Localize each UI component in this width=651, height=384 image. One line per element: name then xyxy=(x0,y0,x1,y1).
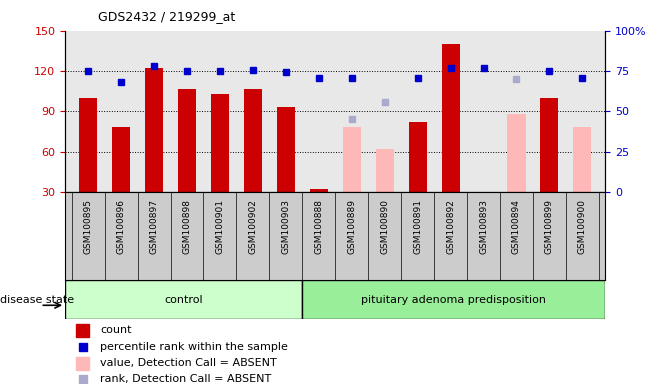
Text: GSM100888: GSM100888 xyxy=(314,199,324,254)
Bar xyxy=(310,189,328,192)
Text: control: control xyxy=(165,295,203,305)
Bar xyxy=(211,94,229,192)
Bar xyxy=(277,107,295,192)
Bar xyxy=(76,324,89,337)
Text: GSM100903: GSM100903 xyxy=(281,199,290,254)
Bar xyxy=(145,68,163,192)
Bar xyxy=(76,324,89,337)
FancyBboxPatch shape xyxy=(65,280,302,319)
Bar xyxy=(76,357,89,370)
Text: GSM100899: GSM100899 xyxy=(545,199,554,254)
Bar xyxy=(178,89,196,192)
Bar xyxy=(376,149,394,192)
Bar xyxy=(244,89,262,192)
Bar xyxy=(540,98,559,192)
Text: GSM100902: GSM100902 xyxy=(249,199,257,254)
Text: GSM100901: GSM100901 xyxy=(215,199,225,254)
Text: GSM100892: GSM100892 xyxy=(446,199,455,254)
Bar xyxy=(441,44,460,192)
Text: GSM100895: GSM100895 xyxy=(84,199,92,254)
Bar xyxy=(507,114,525,192)
Bar xyxy=(112,127,130,192)
Text: value, Detection Call = ABSENT: value, Detection Call = ABSENT xyxy=(100,358,277,368)
Bar xyxy=(342,127,361,192)
Bar xyxy=(409,122,426,192)
Text: GSM100893: GSM100893 xyxy=(479,199,488,254)
Text: GSM100894: GSM100894 xyxy=(512,199,521,254)
Text: GSM100889: GSM100889 xyxy=(347,199,356,254)
Bar xyxy=(574,127,591,192)
Text: count: count xyxy=(100,326,132,336)
FancyBboxPatch shape xyxy=(302,280,605,319)
Text: GSM100898: GSM100898 xyxy=(182,199,191,254)
Text: GSM100897: GSM100897 xyxy=(150,199,159,254)
Text: GSM100891: GSM100891 xyxy=(413,199,422,254)
Text: GSM100890: GSM100890 xyxy=(380,199,389,254)
Text: GSM100896: GSM100896 xyxy=(117,199,126,254)
Text: percentile rank within the sample: percentile rank within the sample xyxy=(100,342,288,352)
Text: rank, Detection Call = ABSENT: rank, Detection Call = ABSENT xyxy=(100,374,271,384)
Text: pituitary adenoma predisposition: pituitary adenoma predisposition xyxy=(361,295,546,305)
Text: GSM100900: GSM100900 xyxy=(578,199,587,254)
Text: GDS2432 / 219299_at: GDS2432 / 219299_at xyxy=(98,10,235,23)
Bar xyxy=(79,98,97,192)
Bar xyxy=(76,357,89,370)
Text: disease state: disease state xyxy=(0,295,74,305)
